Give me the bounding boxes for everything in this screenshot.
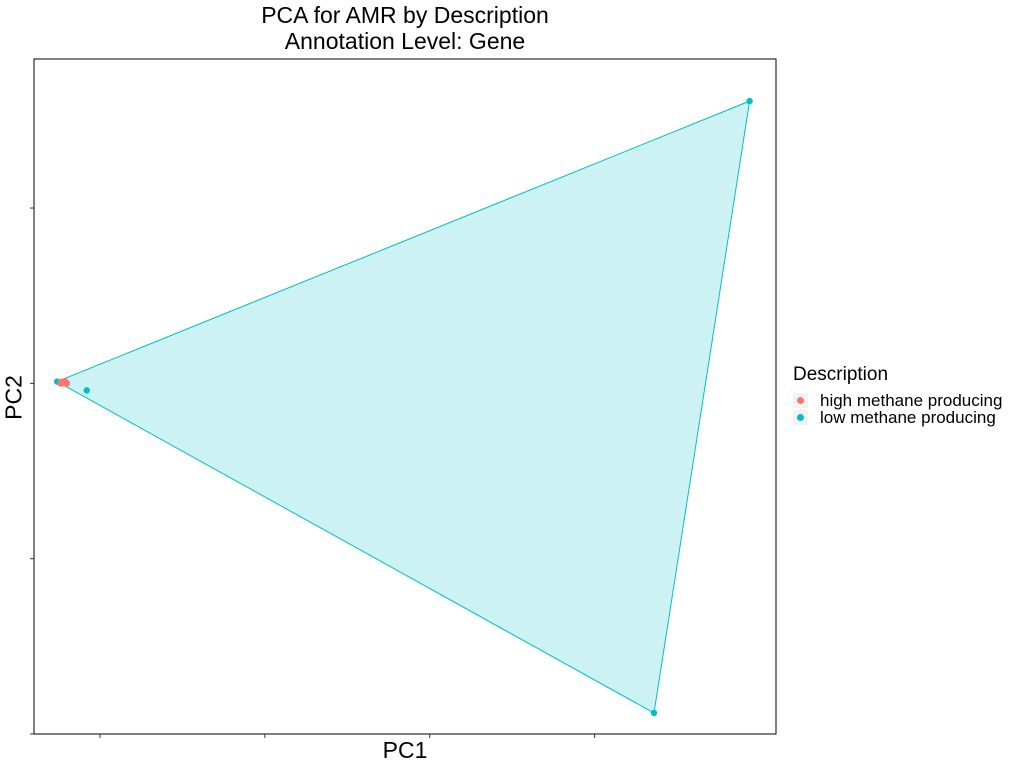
chart-subtitle: Annotation Level: Gene <box>284 28 526 54</box>
plot-panel <box>33 58 777 735</box>
legend-item-high-methane: high methane producing <box>793 390 1003 410</box>
point-series-1-3 <box>650 709 658 717</box>
legend-title: Description <box>793 364 889 385</box>
legend: Description high methane producing low m… <box>793 364 1003 427</box>
point-series-1-2 <box>746 97 753 105</box>
legend-dot-high <box>797 397 804 404</box>
legend-key-low <box>793 410 808 425</box>
point-series-0-3 <box>63 380 71 387</box>
x-axis-title: PC1 <box>382 737 428 763</box>
chart-title: PCA for AMR by Description <box>261 2 549 28</box>
legend-label-low: low methane producing <box>820 407 996 427</box>
legend-key-high <box>793 393 808 408</box>
legend-item-low-methane: low methane producing <box>793 407 1002 427</box>
legend-dot-low <box>797 414 804 421</box>
point-series-1-1 <box>83 387 90 394</box>
hull-series-1 <box>55 100 751 714</box>
y-axis-title: PC2 <box>0 375 27 420</box>
point-series-0-4 <box>57 380 64 387</box>
legend-label-high: high methane producing <box>820 390 1003 410</box>
